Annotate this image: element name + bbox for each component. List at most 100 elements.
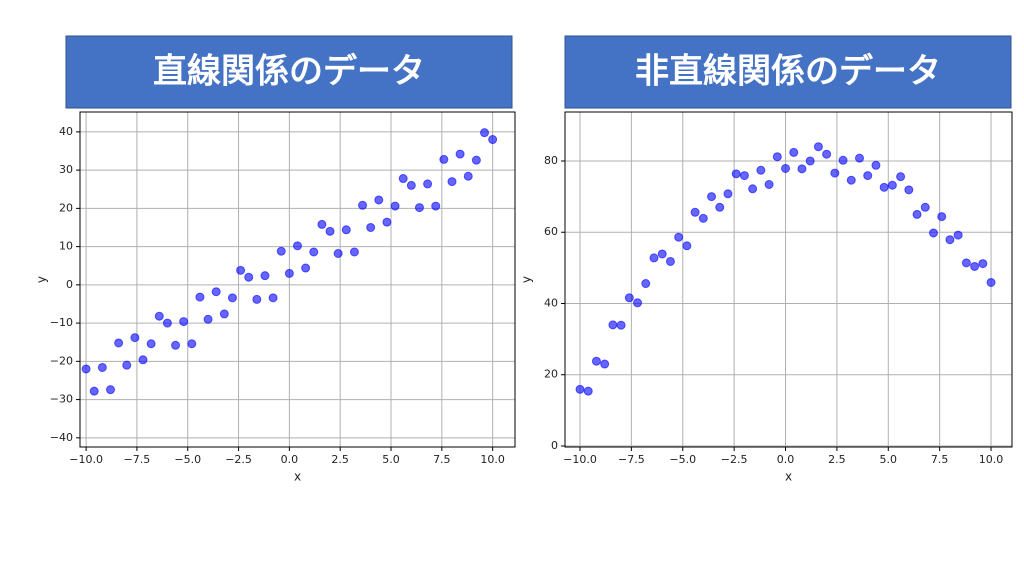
scatter-point <box>698 213 708 223</box>
scatter-point <box>961 258 971 268</box>
scatter-point <box>227 293 237 303</box>
y-tick-label: −10 <box>50 316 73 329</box>
scatter-point <box>748 184 758 194</box>
x-tick-label: −10.0 <box>563 453 597 466</box>
scatter-point <box>252 294 262 304</box>
scatter-point <box>276 246 286 256</box>
scatter-point <box>325 226 335 236</box>
title-box <box>65 35 513 109</box>
scatter-point <box>130 333 140 343</box>
scatter-point <box>887 180 897 190</box>
scatter-point <box>105 385 115 395</box>
scatter-point <box>333 248 343 258</box>
scatter-point <box>406 180 416 190</box>
y-tick-label: 20 <box>544 368 558 381</box>
scatter-point <box>301 263 311 273</box>
scatter-point <box>260 271 270 281</box>
x-tick-label: 2.5 <box>331 453 349 466</box>
scatter-point <box>896 172 906 182</box>
scatter-point <box>797 164 807 174</box>
scatter-point <box>665 256 675 266</box>
scatter-point <box>89 386 99 396</box>
scatter-point <box>447 177 457 187</box>
scatter-point <box>756 165 766 175</box>
scatter-point <box>781 163 791 173</box>
x-tick-label: 5.0 <box>382 453 400 466</box>
scatter-point <box>146 339 156 349</box>
x-tick-label: 2.5 <box>828 453 846 466</box>
scatter-point <box>764 180 774 190</box>
x-tick-label: −5.0 <box>174 453 201 466</box>
scatter-point <box>284 268 294 278</box>
scatter-point <box>195 292 205 302</box>
chart-title: 直線関係のデータ <box>153 52 425 92</box>
scatter-point <box>480 128 490 138</box>
scatter-point <box>341 225 351 235</box>
plot-frame <box>564 111 1013 448</box>
y-tick-label: 40 <box>544 296 558 309</box>
scatter-point <box>690 207 700 217</box>
scatter-point <box>920 202 930 212</box>
scatter-point <box>244 272 254 282</box>
scatter-point <box>431 201 441 211</box>
x-axis-label: x <box>785 470 792 484</box>
y-tick-label: 40 <box>59 125 73 138</box>
y-tick-label: 10 <box>59 240 73 253</box>
scatter-point <box>591 356 601 366</box>
scatter-point <box>600 359 610 369</box>
scatter-point <box>382 217 392 227</box>
scatter-point <box>374 195 384 205</box>
scatter-point <box>830 168 840 178</box>
x-tick-label: −7.5 <box>124 453 151 466</box>
scatter-point <box>414 203 424 213</box>
y-tick-label: 30 <box>59 163 73 176</box>
scatter-point <box>358 200 368 210</box>
scatter-point <box>855 153 865 163</box>
scatter-point <box>723 189 733 199</box>
scatter-point <box>187 339 197 349</box>
scatter-point <box>349 247 359 257</box>
scatter-point <box>813 142 823 152</box>
scatter-point <box>624 293 634 303</box>
scatter-point <box>657 249 667 259</box>
scatter-point <box>970 261 980 271</box>
title-box <box>564 35 1012 109</box>
y-tick-label: 80 <box>544 154 558 167</box>
scatter-point <box>871 160 881 170</box>
x-tick-label: −2.5 <box>721 453 748 466</box>
scatter-point <box>879 182 889 192</box>
scatter-point <box>731 169 741 179</box>
scatter-point <box>463 171 473 181</box>
scatter-point <box>211 287 221 297</box>
x-tick-label: 7.5 <box>931 453 949 466</box>
x-axis-label: x <box>294 470 301 484</box>
y-tick-label: 20 <box>59 201 73 214</box>
scatter-point <box>846 175 856 185</box>
scatter-point <box>805 156 815 166</box>
x-tick-label: 0.0 <box>777 453 795 466</box>
scatter-point <box>928 228 938 238</box>
scatter-point <box>219 309 229 319</box>
chart-title: 非直線関係のデータ <box>635 52 941 92</box>
scatter-point <box>293 241 302 251</box>
x-tick-label: −2.5 <box>225 453 252 466</box>
scatter-point <box>649 253 659 263</box>
scatter-point <box>455 149 465 159</box>
scatter-point <box>575 384 585 394</box>
scatter-point <box>715 202 725 212</box>
scatter-point <box>682 241 692 251</box>
y-tick-label: 0 <box>551 439 558 452</box>
scatter-point <box>154 311 164 321</box>
scatter-point <box>863 171 873 181</box>
y-axis-label: y <box>35 276 49 283</box>
scatter-point <box>838 155 848 165</box>
scatter-point <box>904 185 914 195</box>
x-tick-label: −10.0 <box>69 453 103 466</box>
scatter-point <box>912 209 922 219</box>
scatter-point <box>633 298 643 308</box>
scatter-point <box>739 171 749 181</box>
scatter-point <box>937 212 947 222</box>
scatter-point <box>122 360 132 370</box>
x-tick-label: −7.5 <box>618 453 645 466</box>
